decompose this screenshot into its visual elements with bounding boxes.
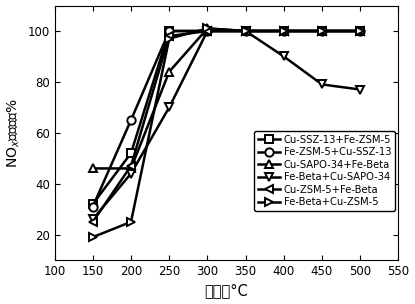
Fe-Beta+Cu-ZSM-5 (243, 29, 248, 33)
Cu-SAPO-34+Fe-Beta (167, 70, 172, 74)
Cu-SSZ-13+Fe-ZSM-5 (129, 151, 134, 155)
Fe-ZSM-5+Cu-SSZ-13 (358, 29, 363, 33)
Fe-ZSM-5+Cu-SSZ-13 (320, 29, 325, 33)
Fe-Beta+Cu-SAPO-34 (320, 83, 325, 86)
Fe-Beta+Cu-SAPO-34 (358, 88, 363, 92)
Legend: Cu-SSZ-13+Fe-ZSM-5, Fe-ZSM-5+Cu-SSZ-13, Cu-SAPO-34+Fe-Beta, Fe-Beta+Cu-SAPO-34, : Cu-SSZ-13+Fe-ZSM-5, Fe-ZSM-5+Cu-SSZ-13, … (254, 131, 395, 211)
Fe-Beta+Cu-SAPO-34 (243, 29, 248, 33)
Fe-ZSM-5+Cu-SSZ-13 (90, 205, 95, 209)
Cu-SSZ-13+Fe-ZSM-5 (205, 29, 210, 33)
Fe-Beta+Cu-ZSM-5 (358, 29, 363, 33)
Fe-ZSM-5+Cu-SSZ-13 (243, 29, 248, 33)
Fe-Beta+Cu-ZSM-5 (281, 29, 286, 33)
Cu-SAPO-34+Fe-Beta (320, 29, 325, 33)
Cu-ZSM-5+Fe-Beta (320, 29, 325, 33)
Cu-SSZ-13+Fe-ZSM-5 (358, 29, 363, 33)
Fe-ZSM-5+Cu-SSZ-13 (167, 29, 172, 33)
Fe-Beta+Cu-SAPO-34 (129, 172, 134, 175)
Cu-ZSM-5+Fe-Beta (129, 164, 134, 168)
Cu-SSZ-13+Fe-ZSM-5 (167, 29, 172, 33)
Cu-ZSM-5+Fe-Beta (90, 220, 95, 224)
Fe-Beta+Cu-SAPO-34 (281, 55, 286, 58)
Line: Fe-ZSM-5+Cu-SSZ-13: Fe-ZSM-5+Cu-SSZ-13 (89, 27, 364, 211)
Y-axis label: NO$_x$转化率／%: NO$_x$转化率／% (5, 98, 22, 168)
Cu-ZSM-5+Fe-Beta (358, 29, 363, 33)
Cu-SSZ-13+Fe-ZSM-5 (320, 29, 325, 33)
Cu-SSZ-13+Fe-ZSM-5 (281, 29, 286, 33)
Fe-ZSM-5+Cu-SSZ-13 (281, 29, 286, 33)
Fe-Beta+Cu-ZSM-5 (205, 27, 210, 30)
Fe-Beta+Cu-SAPO-34 (167, 105, 172, 109)
Cu-ZSM-5+Fe-Beta (167, 34, 172, 38)
Fe-Beta+Cu-ZSM-5 (167, 37, 172, 40)
Fe-Beta+Cu-SAPO-34 (205, 29, 210, 33)
Cu-SAPO-34+Fe-Beta (243, 29, 248, 33)
Line: Cu-ZSM-5+Fe-Beta: Cu-ZSM-5+Fe-Beta (89, 27, 364, 226)
Cu-ZSM-5+Fe-Beta (243, 29, 248, 33)
X-axis label: 温度／°C: 温度／°C (205, 283, 248, 299)
Cu-SSZ-13+Fe-ZSM-5 (243, 29, 248, 33)
Fe-ZSM-5+Cu-SSZ-13 (205, 29, 210, 33)
Cu-SAPO-34+Fe-Beta (205, 27, 210, 30)
Cu-SAPO-34+Fe-Beta (358, 29, 363, 33)
Cu-SAPO-34+Fe-Beta (129, 167, 134, 170)
Fe-Beta+Cu-ZSM-5 (320, 29, 325, 33)
Line: Fe-Beta+Cu-ZSM-5: Fe-Beta+Cu-ZSM-5 (89, 24, 364, 241)
Line: Fe-Beta+Cu-SAPO-34: Fe-Beta+Cu-SAPO-34 (89, 27, 364, 223)
Cu-ZSM-5+Fe-Beta (205, 29, 210, 33)
Fe-Beta+Cu-ZSM-5 (90, 235, 95, 239)
Fe-Beta+Cu-ZSM-5 (129, 220, 134, 224)
Fe-ZSM-5+Cu-SSZ-13 (129, 118, 134, 122)
Line: Cu-SSZ-13+Fe-ZSM-5: Cu-SSZ-13+Fe-ZSM-5 (89, 27, 364, 208)
Cu-SAPO-34+Fe-Beta (281, 29, 286, 33)
Line: Cu-SAPO-34+Fe-Beta: Cu-SAPO-34+Fe-Beta (89, 24, 364, 173)
Cu-ZSM-5+Fe-Beta (281, 29, 286, 33)
Fe-Beta+Cu-SAPO-34 (90, 217, 95, 221)
Cu-SSZ-13+Fe-ZSM-5 (90, 202, 95, 206)
Cu-SAPO-34+Fe-Beta (90, 167, 95, 170)
